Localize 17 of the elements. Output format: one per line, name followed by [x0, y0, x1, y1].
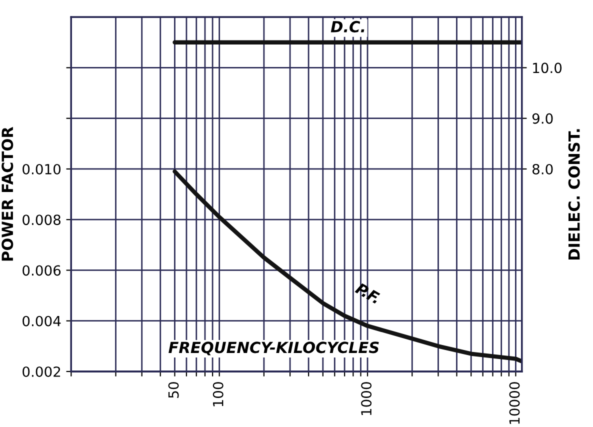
x-tick-label: 50 [168, 382, 179, 398]
y-tick-label: 0.008 [22, 214, 60, 226]
y-tick-label: 0.004 [22, 316, 61, 326]
y-tick-label: 0.002 [22, 366, 60, 377]
x-tick-label: 1000 [361, 382, 372, 416]
x-tick-label: 100 [212, 382, 224, 406]
y2-tick-label: 10.0 [533, 62, 562, 74]
x-axis-title: FREQUENCY-KILOCYCLES [168, 342, 379, 356]
text: P.F. [354, 282, 381, 304]
y-axis-title: POWER FACTOR [2, 126, 14, 261]
y-tick-label: 0.006 [22, 265, 61, 276]
y2-axis-title: DIELEC. CONST. [568, 129, 580, 260]
y-tick-label: 0.010 [22, 164, 61, 174]
series-label: D.C. [330, 20, 364, 32]
y2-tick-label: 9.0 [532, 113, 553, 124]
x-tick-label: 10000 [509, 382, 520, 424]
y2-tick-label: 8.0 [532, 164, 553, 174]
